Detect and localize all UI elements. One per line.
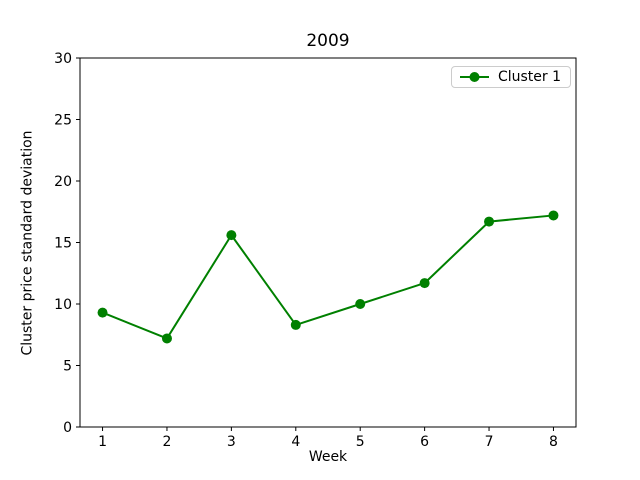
legend: Cluster 1 [450, 66, 571, 88]
chart-title: 2009 [306, 31, 350, 51]
y-tick-label: 30 [54, 51, 72, 67]
data-point-marker [97, 307, 108, 318]
x-tick-label: 1 [98, 434, 107, 450]
x-axis-label: Week [308, 449, 348, 465]
x-tick-label: 6 [420, 434, 429, 450]
x-tick-label: 3 [227, 434, 236, 450]
data-point-marker [548, 210, 559, 221]
data-point-marker [226, 230, 237, 241]
axes-spines [79, 57, 577, 428]
y-tick-label: 25 [54, 113, 72, 129]
legend-line-marker-icon [459, 72, 489, 82]
y-tick-label: 20 [54, 174, 72, 190]
x-tick-label: 4 [291, 434, 300, 450]
x-tick-label: 5 [356, 434, 365, 450]
data-point-marker [355, 299, 366, 309]
legend-label: Cluster 1 [497, 69, 561, 85]
data-point-marker [419, 278, 430, 289]
y-tick-label: 0 [63, 420, 72, 436]
x-tick-label: 8 [549, 434, 558, 450]
y-tick-label: 15 [54, 236, 72, 252]
y-tick-label: 5 [63, 359, 72, 375]
data-point-marker [484, 216, 495, 227]
data-point-marker [290, 319, 301, 330]
x-tick-label: 2 [163, 434, 172, 450]
x-tick-label: 7 [485, 434, 494, 450]
series-line [101, 214, 555, 340]
data-point-marker [161, 333, 172, 344]
y-axis-label: Cluster price standard deviation [19, 130, 36, 356]
y-tick-label: 10 [54, 297, 72, 313]
